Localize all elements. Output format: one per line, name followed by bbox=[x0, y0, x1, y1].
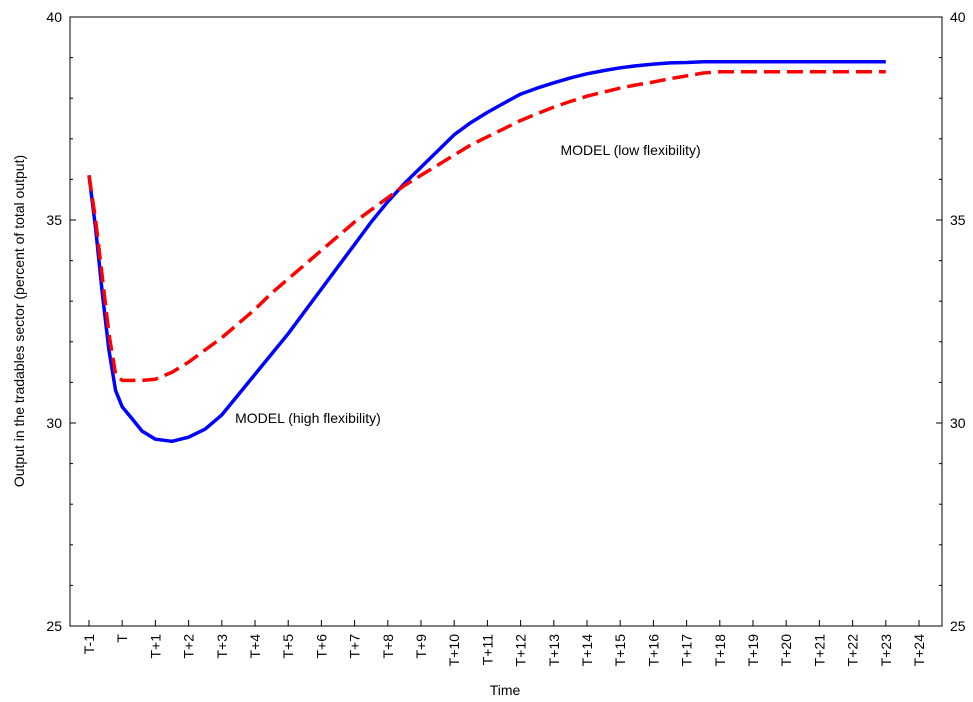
y-tick-label: 25 bbox=[46, 618, 62, 634]
y-tick-label: 25 bbox=[950, 618, 966, 634]
plot-frame bbox=[69, 16, 943, 627]
x-tick-label: T+10 bbox=[446, 634, 462, 667]
x-tick-label: T+14 bbox=[579, 634, 595, 667]
x-tick-label: T+7 bbox=[347, 634, 363, 659]
y-tick-label: 40 bbox=[46, 9, 62, 25]
series-line-2 bbox=[87, 70, 886, 383]
x-tick-label: T+9 bbox=[413, 634, 429, 659]
x-tick-label: T+15 bbox=[612, 634, 628, 667]
x-tick-label: T+20 bbox=[778, 634, 794, 667]
x-tick-label: T+16 bbox=[645, 634, 661, 667]
x-tick-label: T+1 bbox=[147, 634, 163, 659]
x-tick-label: T+13 bbox=[546, 634, 562, 667]
y-axis-left: 25 30 35 40 bbox=[46, 9, 76, 634]
x-axis-title: Time bbox=[490, 682, 521, 698]
y-tick-label: 40 bbox=[950, 9, 966, 25]
x-tick-label: T+24 bbox=[911, 634, 927, 667]
x-tick-label: T+3 bbox=[214, 634, 230, 659]
y-tick-label: 35 bbox=[46, 212, 62, 228]
x-tick-label: T-1 bbox=[81, 634, 97, 654]
x-tick-label: T+17 bbox=[679, 634, 695, 667]
x-tick-label: T+23 bbox=[878, 634, 894, 667]
y-tick-label: 30 bbox=[46, 415, 62, 431]
x-tick-label: T+12 bbox=[513, 634, 529, 667]
x-tick-label: T bbox=[114, 634, 130, 643]
x-tick-label: T+21 bbox=[811, 634, 827, 667]
x-tick-label: T+19 bbox=[745, 634, 761, 667]
annotation-label: MODEL (low flexibility) bbox=[560, 142, 700, 158]
x-axis: T-1 T T+1 T+2 T+3 T+4 T+5 T+6 T+7 T+8 T+9 T+10 T+11 T… bbox=[81, 620, 927, 666]
x-tick-label: T+18 bbox=[712, 634, 728, 667]
x-tick-label: T+4 bbox=[247, 634, 263, 659]
x-tick-label: T+5 bbox=[280, 634, 296, 659]
x-tick-label: T+8 bbox=[380, 634, 396, 659]
x-tick-label: T+22 bbox=[845, 634, 861, 667]
y-axis-title: Output in the tradables sector (percent … bbox=[11, 155, 27, 487]
annotation-layer: MODEL (high flexibility) MODEL (low flexi… bbox=[235, 142, 701, 426]
x-tick-label: T+6 bbox=[313, 634, 329, 659]
y-axis-right: 25 30 35 40 bbox=[936, 9, 966, 634]
x-tick-label: T+11 bbox=[479, 634, 495, 665]
x-tick-label: T+2 bbox=[181, 634, 197, 659]
series-layer bbox=[87, 59, 886, 444]
y-tick-label: 35 bbox=[950, 212, 966, 228]
series-line-1 bbox=[87, 59, 886, 444]
annotation-label: MODEL (high flexibility) bbox=[235, 410, 381, 426]
y-tick-label: 30 bbox=[950, 415, 966, 431]
